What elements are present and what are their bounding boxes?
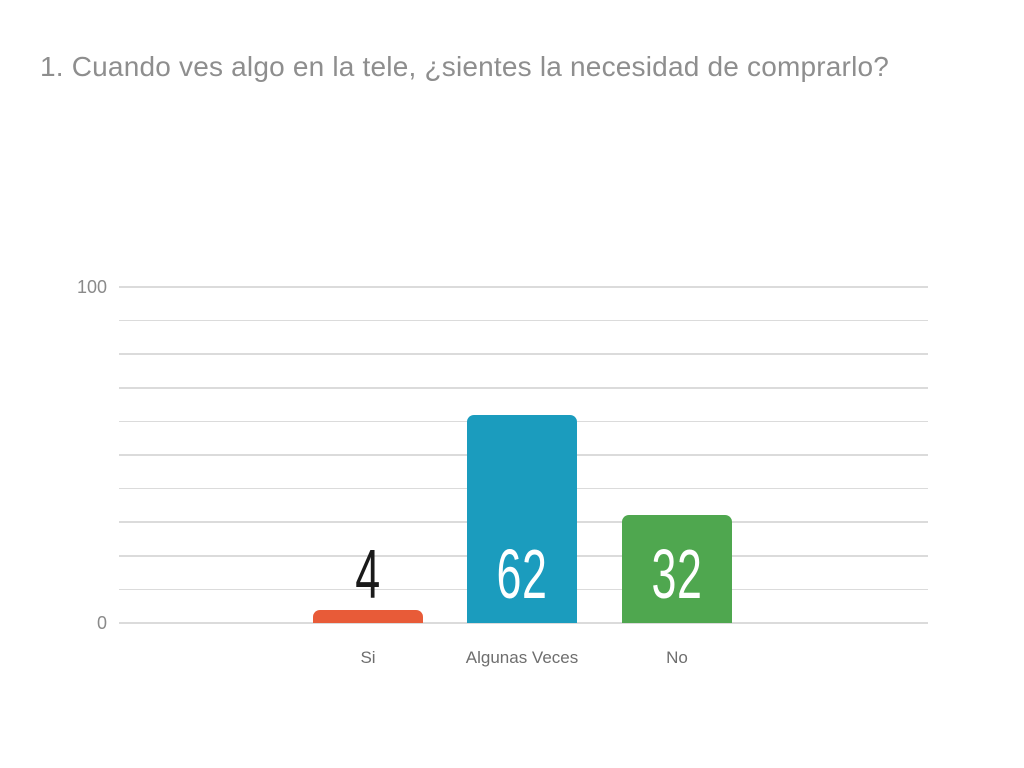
- y-axis-tick-0: 0: [96, 613, 107, 633]
- bar-value-algunas-veces: 62: [496, 535, 548, 613]
- gridline: [119, 622, 928, 624]
- gridline: [119, 286, 928, 288]
- category-label-algunas-veces: Algunas Veces: [465, 648, 579, 667]
- bar-value-no: 32: [651, 535, 703, 613]
- gridline: [119, 387, 928, 389]
- category-label-si: Si: [360, 648, 376, 667]
- bar-algunas-veces: [467, 414, 577, 623]
- bar-si: [313, 609, 423, 623]
- gridline: [119, 319, 928, 322]
- bar-value-si: 4: [355, 535, 381, 613]
- bar-no: [622, 515, 732, 623]
- chart-title: 1. Cuando ves algo en la tele, ¿sientes …: [40, 51, 890, 82]
- gridline: [119, 353, 928, 355]
- category-label-no: No: [666, 648, 688, 667]
- y-axis-tick-100: 100: [76, 277, 107, 297]
- plot-area: 4 Si 62 Algunas Veces 32 No: [119, 286, 928, 667]
